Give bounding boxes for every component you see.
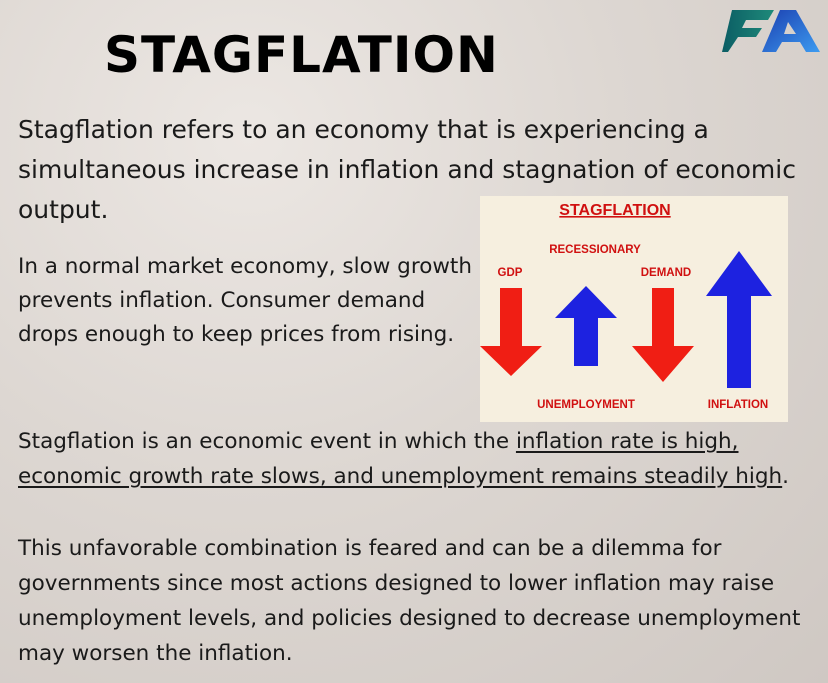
label-recessionary: RECESSIONARY [549,244,641,256]
definition-underlined-text: inflation rate is high, economic growth … [18,429,783,489]
brand-logo-icon [722,10,820,52]
label-gdp: GDP [498,267,523,279]
demand-down-arrow [632,288,694,382]
definition-paragraph: Stagflation is an economic event in whic… [18,424,818,494]
label-demand: DEMAND [641,267,691,279]
dilemma-paragraph: This unfavorable combination is feared a… [18,536,801,666]
label-inflation: INFLATION [708,399,768,411]
stagflation-diagram: STAGFLATION RECESSIONARY GDP DEMAND UNEM… [480,196,788,422]
inflation-up-arrow [706,251,772,388]
definition-text-start: Stagflation is an economic event in whic… [18,429,516,454]
diagram-title: STAGFLATION [559,202,670,219]
unemployment-up-arrow [555,286,617,366]
normal-economy-paragraph: In a normal market economy, slow growth … [18,254,472,347]
definition-text-end: . [782,464,790,489]
intro-paragraph: Stagflation refers to an economy that is… [18,115,796,224]
label-unemployment: UNEMPLOYMENT [537,399,635,411]
gdp-down-arrow [480,288,542,376]
page-title: STAGFLATION [104,26,499,84]
